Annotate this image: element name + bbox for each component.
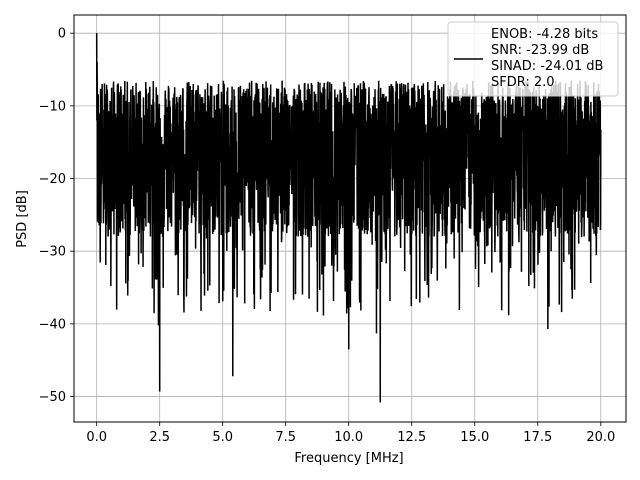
x-tick-label: 20.0 [586,430,615,445]
legend-entry-snr: SNR: -23.99 dB [491,43,589,58]
legend-entry-sfdr: SFDR: 2.0 [491,75,555,90]
x-tick-label: 7.5 [275,430,296,445]
x-axis-ticks: 0.0 2.5 5.0 7.5 10.0 12.5 15.0 17.5 20.0 [86,422,615,445]
x-tick-label: 17.5 [523,430,552,445]
y-tick-label: −50 [39,390,66,405]
y-tick-label: −10 [39,99,66,114]
legend-box [447,21,619,97]
x-tick-label: 2.5 [149,430,170,445]
y-tick-label: 0 [58,27,66,42]
y-tick-label: −20 [39,172,66,187]
x-tick-label: 15.0 [460,430,489,445]
x-tick-label: 5.0 [212,430,233,445]
y-tick-label: −30 [39,245,66,260]
legend-entry-enob: ENOB: -4.28 bits [491,27,598,42]
axes-frame [73,14,627,423]
x-axis-label: Frequency [MHz] [294,451,403,466]
legend: ENOB: -4.28 bits SNR: -23.99 dB SINAD: -… [447,21,619,97]
y-axis-ticks: 0 −10 −20 −30 −40 −50 [39,27,74,405]
x-tick-label: 0.0 [86,430,107,445]
x-tick-label: 10.0 [334,430,363,445]
y-tick-label: −40 [39,317,66,332]
plot-area [95,33,602,403]
y-axis-label: PSD [dB] [15,190,30,248]
series-line [95,33,602,403]
x-tick-label: 12.5 [397,430,426,445]
legend-entry-sinad: SINAD: -24.01 dB [491,59,603,74]
